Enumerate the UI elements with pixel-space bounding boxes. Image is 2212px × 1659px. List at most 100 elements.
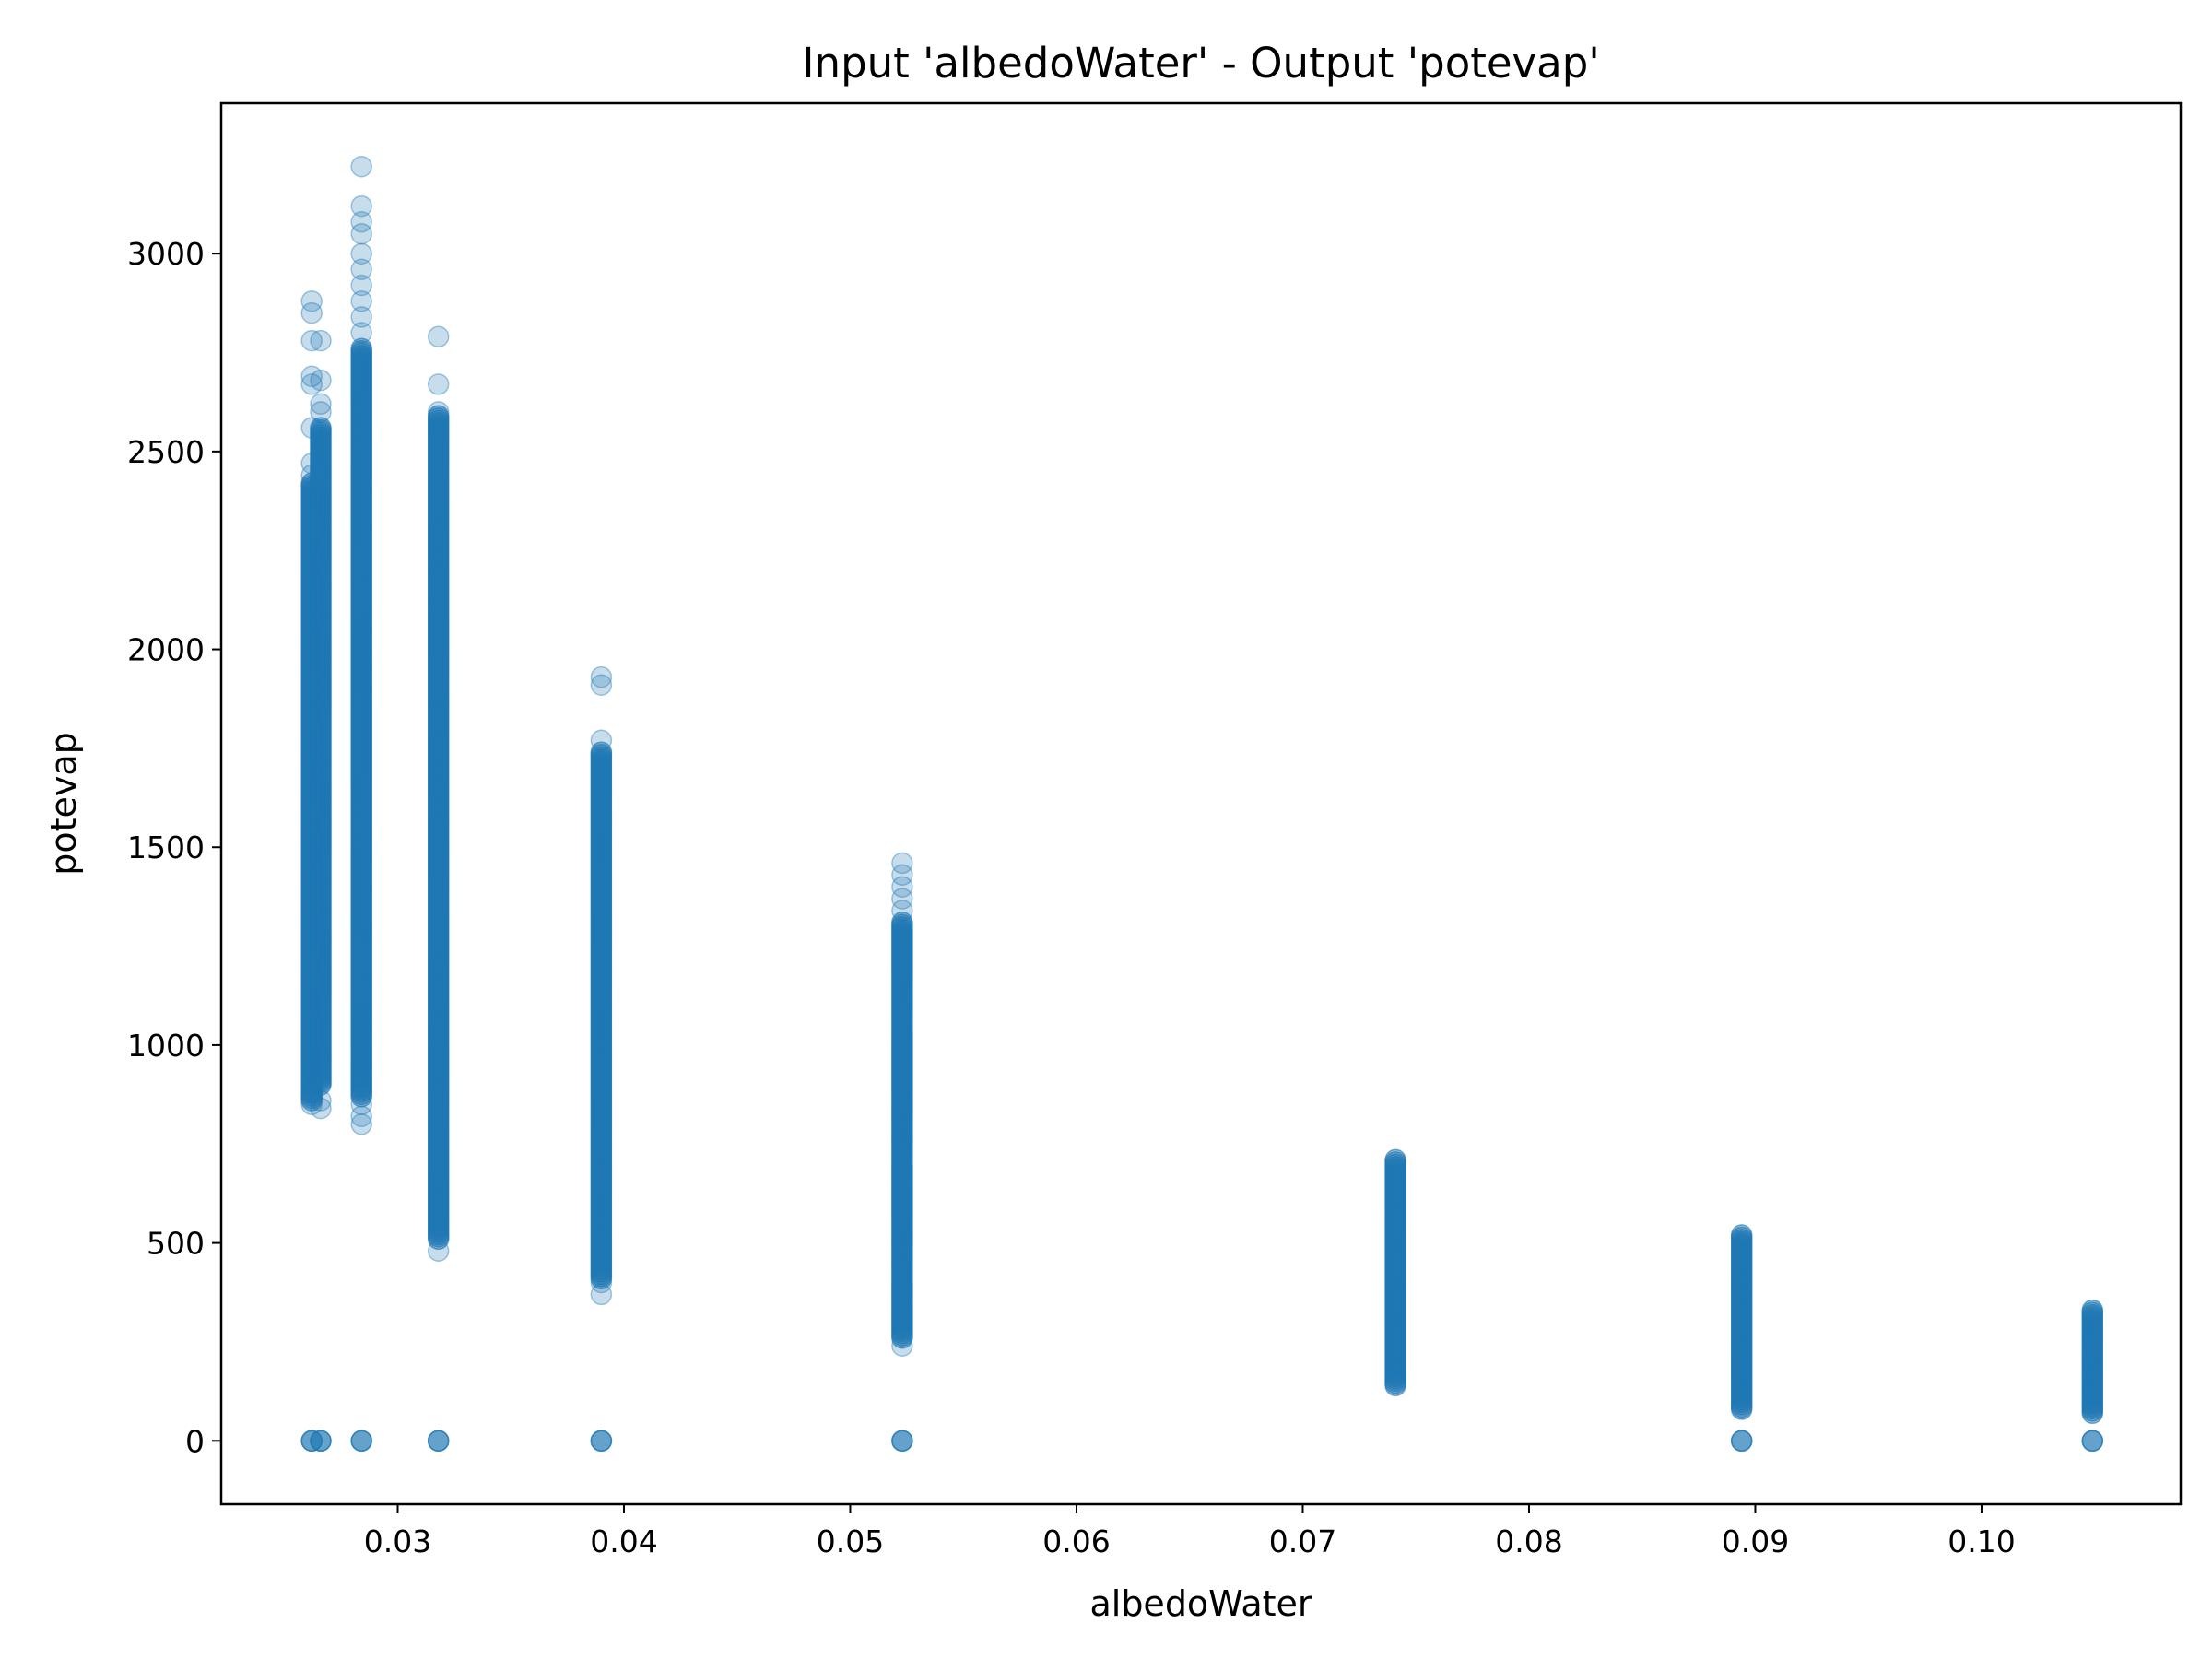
data-point <box>300 767 323 789</box>
data-point <box>300 612 323 635</box>
data-point <box>300 501 323 524</box>
data-point <box>300 644 323 667</box>
data-point <box>300 898 323 921</box>
x-tick-label: 0.10 <box>1947 1524 2015 1559</box>
data-point <box>300 652 323 674</box>
data-point <box>300 1006 323 1029</box>
data-point <box>300 610 323 632</box>
data-point <box>300 806 323 829</box>
data-point <box>300 919 323 941</box>
data-point <box>350 1430 372 1453</box>
data-point <box>300 1018 323 1041</box>
data-point <box>300 764 323 787</box>
data-point <box>300 490 323 512</box>
data-point <box>300 532 323 554</box>
data-point <box>300 584 323 607</box>
data-point <box>300 478 323 501</box>
y-tick-label: 500 <box>147 1226 205 1262</box>
data-point <box>300 944 323 967</box>
data-point <box>300 907 323 930</box>
data-point <box>300 598 323 621</box>
data-point <box>300 801 323 824</box>
data-point <box>300 746 323 769</box>
data-point <box>300 529 323 552</box>
data-point <box>300 916 323 939</box>
data-point <box>300 589 323 612</box>
data-point <box>300 818 323 840</box>
data-point <box>300 635 323 658</box>
data-point <box>300 748 323 771</box>
data-point <box>300 518 323 540</box>
data-point <box>300 571 323 594</box>
data-point <box>300 301 323 324</box>
data-point <box>300 721 323 743</box>
data-point <box>300 538 323 561</box>
data-point <box>300 997 323 1019</box>
data-point <box>300 818 323 840</box>
data-point <box>300 804 323 826</box>
data-point <box>300 547 323 571</box>
data-point <box>300 914 323 936</box>
data-point <box>2081 1430 2104 1453</box>
data-point <box>300 506 323 529</box>
data-point <box>300 709 323 732</box>
data-point <box>300 661 323 683</box>
data-point <box>300 912 323 935</box>
data-point <box>300 937 323 959</box>
data-point <box>300 910 323 932</box>
data-point <box>300 741 323 764</box>
data-point <box>300 679 323 701</box>
data-point <box>300 633 323 655</box>
data-point <box>300 796 323 819</box>
data-point <box>300 630 323 653</box>
data-point <box>300 523 323 545</box>
data-point <box>300 575 323 598</box>
data-point <box>300 769 323 792</box>
data-point <box>300 739 323 761</box>
data-point <box>300 492 323 515</box>
data-point <box>300 656 323 678</box>
data-point <box>300 541 323 563</box>
data-point <box>300 670 323 692</box>
data-point <box>300 921 323 944</box>
data-point <box>300 831 323 853</box>
data-point <box>300 486 323 508</box>
data-point <box>300 617 323 640</box>
data-point <box>300 852 323 875</box>
data-point <box>2081 1402 2104 1424</box>
data-point <box>300 1004 323 1027</box>
data-point <box>300 495 323 517</box>
data-point <box>300 511 323 534</box>
data-point <box>300 736 323 759</box>
data-point <box>300 534 323 557</box>
chart-title: Input 'albedoWater' - Output 'potevap' <box>802 39 1599 88</box>
data-point <box>300 935 323 958</box>
y-tick-label: 2500 <box>127 434 205 470</box>
data-point <box>300 924 323 946</box>
data-point <box>300 916 323 939</box>
data-point <box>300 712 323 734</box>
data-point <box>300 580 323 603</box>
data-point <box>300 700 323 723</box>
data-point <box>300 933 323 955</box>
data-point <box>300 569 323 591</box>
data-point <box>300 762 323 784</box>
data-point <box>300 474 323 497</box>
data-point <box>300 838 323 861</box>
data-point <box>300 621 323 644</box>
data-point <box>300 1002 323 1024</box>
data-point <box>300 979 323 1001</box>
data-point <box>300 730 323 752</box>
data-point <box>300 971 323 994</box>
data-point <box>300 771 323 794</box>
data-point <box>300 999 323 1022</box>
data-point <box>300 776 323 798</box>
data-point <box>300 686 323 709</box>
data-point <box>300 524 323 547</box>
data-point <box>300 589 323 612</box>
data-point <box>300 879 323 902</box>
data-point <box>300 520 323 543</box>
data-point <box>300 658 323 681</box>
